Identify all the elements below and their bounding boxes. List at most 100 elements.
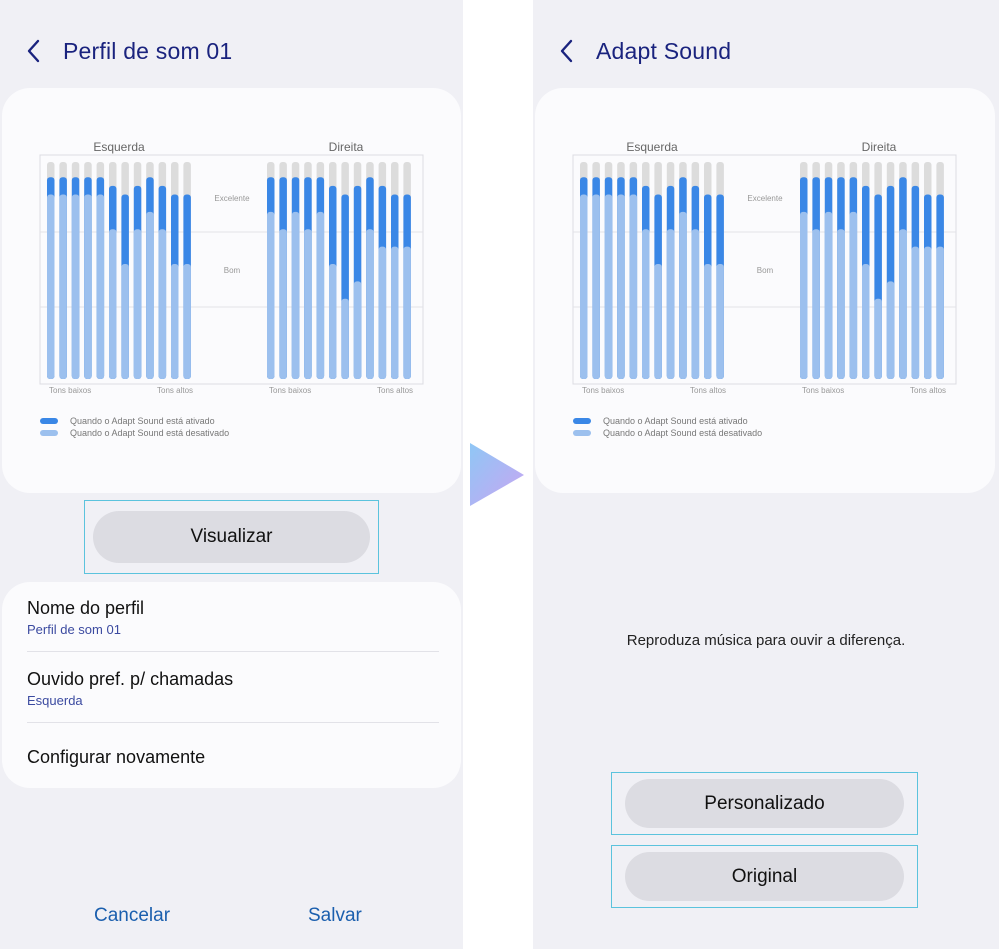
right-bar-inactive [341,298,349,379]
right-bar-inactive [862,263,870,379]
setting-value: Perfil de som 01 [27,622,121,637]
legend-item-on: Quando o Adapt Sound está ativado [40,415,229,427]
right-bar-inactive [874,298,882,379]
setting-reconfigure[interactable]: Configurar novamente [27,747,439,768]
legend-label-on: Quando o Adapt Sound está ativado [70,416,215,426]
left-bar-inactive [704,263,712,379]
right-bar-inactive [800,211,808,379]
left-bar-inactive [47,194,55,379]
personalized-button-highlight: Personalizado [611,772,918,835]
page-title: Adapt Sound [596,37,732,64]
right-bar-inactive [279,229,287,379]
right-bar-inactive [267,211,275,379]
left-bar-inactive [71,194,80,379]
left-bar-inactive [592,194,600,379]
left-low-tones-label: Tons baixos [49,386,91,395]
preview-button-highlight: Visualizar [84,500,379,574]
right-bar-inactive [329,263,337,379]
hearing-graph: Esquerda Direita Excelente Bom Tons baixos To… [39,140,424,395]
left-bar-inactive [84,194,92,379]
hearing-graph: Esquerda Direita Excelente Bom Tons baixos To… [572,140,957,395]
adapt-sound-screen: Adapt Sound Esquerda Direita Excelente Bom T… [533,0,999,949]
page-title: Perfil de som 01 [63,37,233,64]
personalized-button[interactable]: Personalizado [625,779,904,828]
left-bar-inactive [617,194,625,379]
setting-profile-name[interactable]: Nome do perfil Perfil de som 01 [27,598,439,637]
left-high-tones-label: Tons altos [157,386,193,395]
right-bar-inactive [316,211,325,379]
left-bar-inactive [109,229,117,379]
right-ear-label: Direita [329,140,364,154]
level-good-label: Bom [757,266,774,275]
settings-card: Nome do perfil Perfil de som 01 Ouvido p… [2,582,461,788]
left-low-tones-label: Tons baixos [582,386,624,395]
right-bar-inactive [837,229,845,379]
right-bar-inactive [391,246,399,379]
right-bar-inactive [849,211,858,379]
level-excellent-label: Excelente [747,194,783,203]
left-bar-inactive [654,263,662,379]
setting-title: Ouvido pref. p/ chamadas [27,669,234,689]
right-ear-label: Direita [862,140,897,154]
original-button[interactable]: Original [625,852,904,901]
right-bar-inactive [304,229,312,379]
hearing-graph-card: Esquerda Direita Excelente Bom Tons baixos To… [2,88,461,493]
left-bar-inactive [580,194,588,379]
level-good-label: Bom [224,266,241,275]
left-bar-inactive [642,229,650,379]
play-arrow-icon [470,443,524,506]
legend-swatch-on [40,418,58,424]
left-ear-label: Esquerda [93,140,145,154]
left-bar-inactive [158,229,167,379]
preview-button[interactable]: Visualizar [93,511,370,563]
right-bar-inactive [812,229,820,379]
legend-swatch-off [573,430,591,436]
profile-screen: Perfil de som 01 Esquerda Direita Excelent… [0,0,463,949]
right-bar-inactive [886,281,895,379]
left-bar-inactive [716,263,724,379]
legend-item-on: Quando o Adapt Sound está ativado [573,415,762,427]
chevron-left-icon[interactable] [25,38,43,64]
legend-label-off: Quando o Adapt Sound está desativado [70,428,230,438]
setting-title: Configurar novamente [27,747,206,767]
left-ear-label: Esquerda [626,140,678,154]
divider [27,651,439,652]
graph-legend: Quando o Adapt Sound está ativado Quando… [40,415,229,439]
right-high-tones-label: Tons altos [910,386,946,395]
left-bar-inactive [691,229,700,379]
right-bar-inactive [378,246,387,379]
save-button[interactable]: Salvar [308,905,362,926]
left-high-tones-label: Tons altos [690,386,726,395]
right-low-tones-label: Tons baixos [269,386,311,395]
setting-value: Esquerda [27,693,83,708]
legend-swatch-on [573,418,591,424]
left-bar-inactive [96,194,105,379]
legend-item-off: Quando o Adapt Sound está desativado [40,427,229,439]
left-bar-inactive [59,194,67,379]
left-bar-inactive [666,229,675,379]
header: Perfil de som 01 [25,30,232,72]
hint-text: Reproduza música para ouvir a diferença. [626,632,906,649]
left-bar-inactive [629,194,638,379]
hearing-graph-card: Esquerda Direita Excelente Bom Tons baixos To… [535,88,995,493]
legend-swatch-off [40,430,58,436]
right-low-tones-label: Tons baixos [802,386,844,395]
original-button-highlight: Original [611,845,918,908]
left-bar-inactive [121,263,129,379]
legend-label-off: Quando o Adapt Sound está desativado [603,428,763,438]
level-excellent-label: Excelente [214,194,250,203]
right-bar-inactive [291,211,300,379]
chevron-left-icon[interactable] [558,38,576,64]
right-bar-inactive [936,246,944,379]
right-bar-inactive [899,229,907,379]
header: Adapt Sound [558,30,731,72]
setting-call-ear[interactable]: Ouvido pref. p/ chamadas Esquerda [27,669,439,708]
cancel-button[interactable]: Cancelar [94,905,171,926]
left-bar-inactive [183,263,191,379]
divider [27,722,439,723]
setting-title: Nome do perfil [27,598,145,618]
legend-item-off: Quando o Adapt Sound está desativado [573,427,762,439]
right-high-tones-label: Tons altos [377,386,413,395]
left-bar-inactive [146,211,154,379]
right-bar-inactive [353,281,362,379]
